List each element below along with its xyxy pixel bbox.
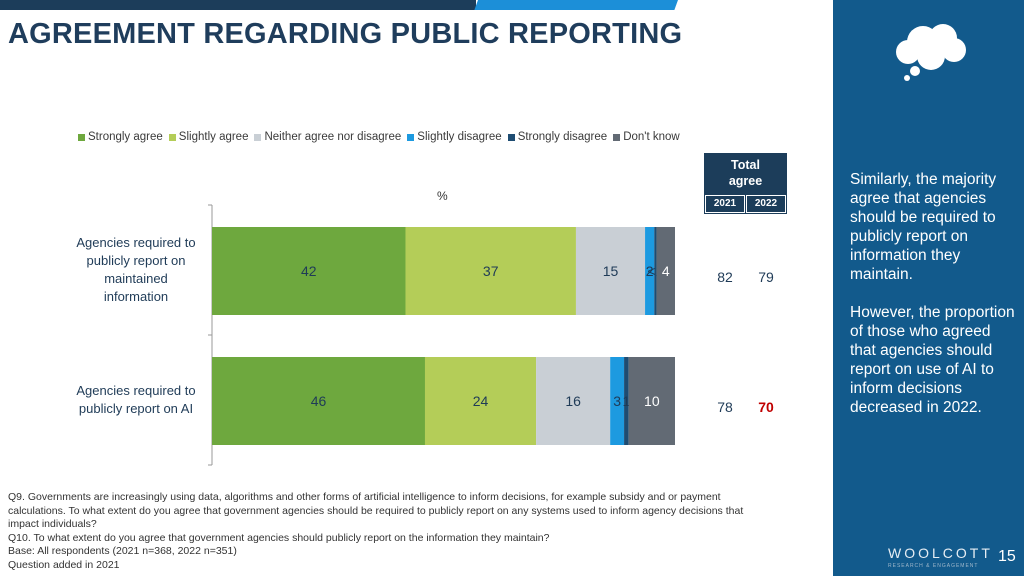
legend-label: Don't know bbox=[623, 131, 680, 143]
total-agree-label: Total agree bbox=[728, 158, 763, 188]
bar-segment bbox=[654, 227, 657, 315]
bar-value-label: 46 bbox=[311, 393, 327, 409]
bar-segment bbox=[656, 227, 675, 315]
bar-segment bbox=[624, 357, 629, 445]
bar-segment bbox=[536, 357, 611, 445]
page-title: AGREEMENT REGARDING PUBLIC REPORTING bbox=[8, 18, 683, 50]
sidebar-paragraph: Similarly, the majority agree that agenc… bbox=[850, 171, 997, 283]
chart-legend: Strongly agree Slightly agree Neither ag… bbox=[78, 131, 680, 143]
legend-item: Neither agree nor disagree bbox=[254, 131, 401, 143]
bar-segment bbox=[575, 227, 646, 315]
legend-swatch bbox=[407, 133, 415, 141]
legend-label: Slightly disagree bbox=[417, 131, 502, 143]
bar-value-label: 16 bbox=[565, 393, 581, 409]
total-agree-header: Total agree 2021 2022 bbox=[704, 153, 787, 214]
top-accent-bar bbox=[0, 0, 830, 10]
legend-label: Strongly agree bbox=[88, 131, 163, 143]
thought-bubble-icon bbox=[896, 24, 966, 81]
bar-value-label: 10 bbox=[644, 393, 660, 409]
bar-segment bbox=[645, 227, 655, 315]
footnote-added: Question added in 2021 bbox=[8, 558, 120, 571]
bar-segment bbox=[628, 357, 675, 445]
total-agree-2021: 78 bbox=[717, 399, 733, 415]
woolcott-logo: WOOLCOTT bbox=[888, 545, 993, 561]
category-label: publicly report on bbox=[87, 253, 186, 268]
percent-label: % bbox=[437, 189, 448, 203]
legend-swatch bbox=[254, 133, 262, 141]
legend-item: Strongly disagree bbox=[507, 131, 608, 143]
category-label: Agencies required to bbox=[76, 383, 195, 398]
total-agree-2022: 70 bbox=[758, 399, 774, 415]
category-label: maintained bbox=[104, 271, 168, 286]
legend-label: Neither agree nor disagree bbox=[264, 131, 402, 143]
sidebar-panel bbox=[833, 0, 1024, 576]
legend-swatch bbox=[168, 133, 176, 141]
bar-segment bbox=[610, 357, 625, 445]
bar-segment bbox=[405, 227, 576, 315]
category-label: information bbox=[104, 289, 168, 304]
woolcott-logo-tagline: RESEARCH & ENGAGEMENT bbox=[888, 563, 979, 569]
footnote-q10: Q10. To what extent do you agree that go… bbox=[8, 531, 550, 544]
bar-segment bbox=[212, 357, 425, 445]
legend-swatch bbox=[613, 133, 621, 141]
year-2021-header: 2021 bbox=[705, 195, 745, 213]
bar-value-label: 2 bbox=[646, 263, 654, 279]
bar-value-label: 15 bbox=[603, 263, 619, 279]
total-agree-2021: 82 bbox=[717, 269, 733, 285]
legend-label: Slightly agree bbox=[178, 131, 249, 143]
category-label: publicly report on AI bbox=[79, 401, 193, 416]
sidebar-paragraph: However, the proportion of those who agr… bbox=[850, 304, 1015, 416]
bar-segment bbox=[424, 357, 537, 445]
legend-item: Strongly agree bbox=[78, 131, 163, 143]
year-header-row: 2021 2022 bbox=[705, 195, 786, 213]
legend-swatch bbox=[507, 133, 515, 141]
bar-value-label: 37 bbox=[483, 263, 499, 279]
page-number: 15 bbox=[998, 548, 1016, 565]
legend-item: Slightly agree bbox=[168, 131, 249, 143]
legend-item: Slightly disagree bbox=[407, 131, 502, 143]
category-label: Agencies required to bbox=[76, 235, 195, 250]
footnote-q9: Q9. Governments are increasingly using d… bbox=[8, 491, 744, 531]
legend-label: Strongly disagree bbox=[517, 131, 608, 143]
legend-item: Don't know bbox=[613, 131, 680, 143]
legend-swatch bbox=[78, 133, 85, 141]
bar-value-label: 24 bbox=[473, 393, 489, 409]
footnotes: Q9. Governments are increasingly using d… bbox=[8, 491, 768, 573]
bar-value-label: 4 bbox=[662, 263, 670, 279]
top-accent-dark bbox=[0, 0, 476, 10]
footnote-base: Base: All respondents (2021 n=368, 2022 … bbox=[8, 545, 237, 558]
sidebar-commentary: Similarly, the majority agree that agenc… bbox=[850, 170, 1020, 436]
year-2022-header: 2022 bbox=[746, 195, 786, 213]
bar-value-label: 42 bbox=[301, 263, 317, 279]
bar-value-label: 1 bbox=[622, 393, 630, 409]
bar-segment bbox=[212, 227, 406, 315]
total-agree-2022: 79 bbox=[758, 269, 774, 285]
bar-value-label: 3 bbox=[613, 393, 621, 409]
